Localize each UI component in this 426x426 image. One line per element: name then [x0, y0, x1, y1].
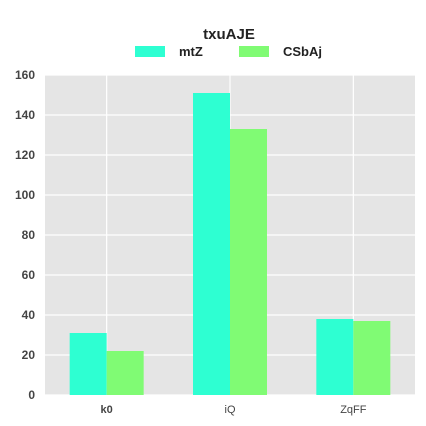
- bar-csbaj-k0: [106, 351, 144, 395]
- y-tick-label-6: 120: [15, 148, 35, 162]
- y-axis-ticks: 0 20 40 60 80 100 120 140 160: [15, 68, 35, 402]
- legend-swatch-mtz: [135, 46, 165, 57]
- bar-mtz-zqff: [316, 319, 354, 395]
- chart-title: txuAJE: [203, 26, 255, 43]
- x-tick-label-1: iQ: [225, 404, 236, 416]
- x-tick-label-0: k0: [101, 404, 113, 416]
- y-tick-label-0: 0: [28, 388, 35, 402]
- bar-mtz-iq: [193, 93, 230, 395]
- y-tick-label-3: 60: [22, 268, 36, 282]
- legend-label-csbaj: CSbAj: [283, 44, 322, 59]
- bar-mtz-k0: [69, 333, 107, 395]
- x-tick-label-2: ZqFF: [340, 404, 367, 416]
- bar-csbaj-zqff: [353, 321, 391, 395]
- legend-swatch-csbaj: [239, 46, 269, 57]
- bar-csbaj-iq: [230, 129, 267, 395]
- y-tick-label-5: 100: [15, 188, 35, 202]
- y-tick-label-4: 80: [22, 228, 36, 242]
- bars: [69, 93, 391, 395]
- y-tick-label-7: 140: [15, 108, 35, 122]
- x-axis-ticks: k0 iQ ZqFF: [101, 404, 367, 416]
- legend: mtZ CSbAj: [135, 44, 322, 59]
- y-tick-label-8: 160: [15, 68, 35, 82]
- legend-label-mtz: mtZ: [179, 44, 203, 59]
- y-tick-label-2: 40: [22, 308, 36, 322]
- y-tick-label-1: 20: [22, 348, 36, 362]
